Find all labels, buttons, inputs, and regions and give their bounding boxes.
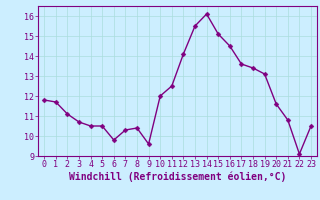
X-axis label: Windchill (Refroidissement éolien,°C): Windchill (Refroidissement éolien,°C) bbox=[69, 172, 286, 182]
